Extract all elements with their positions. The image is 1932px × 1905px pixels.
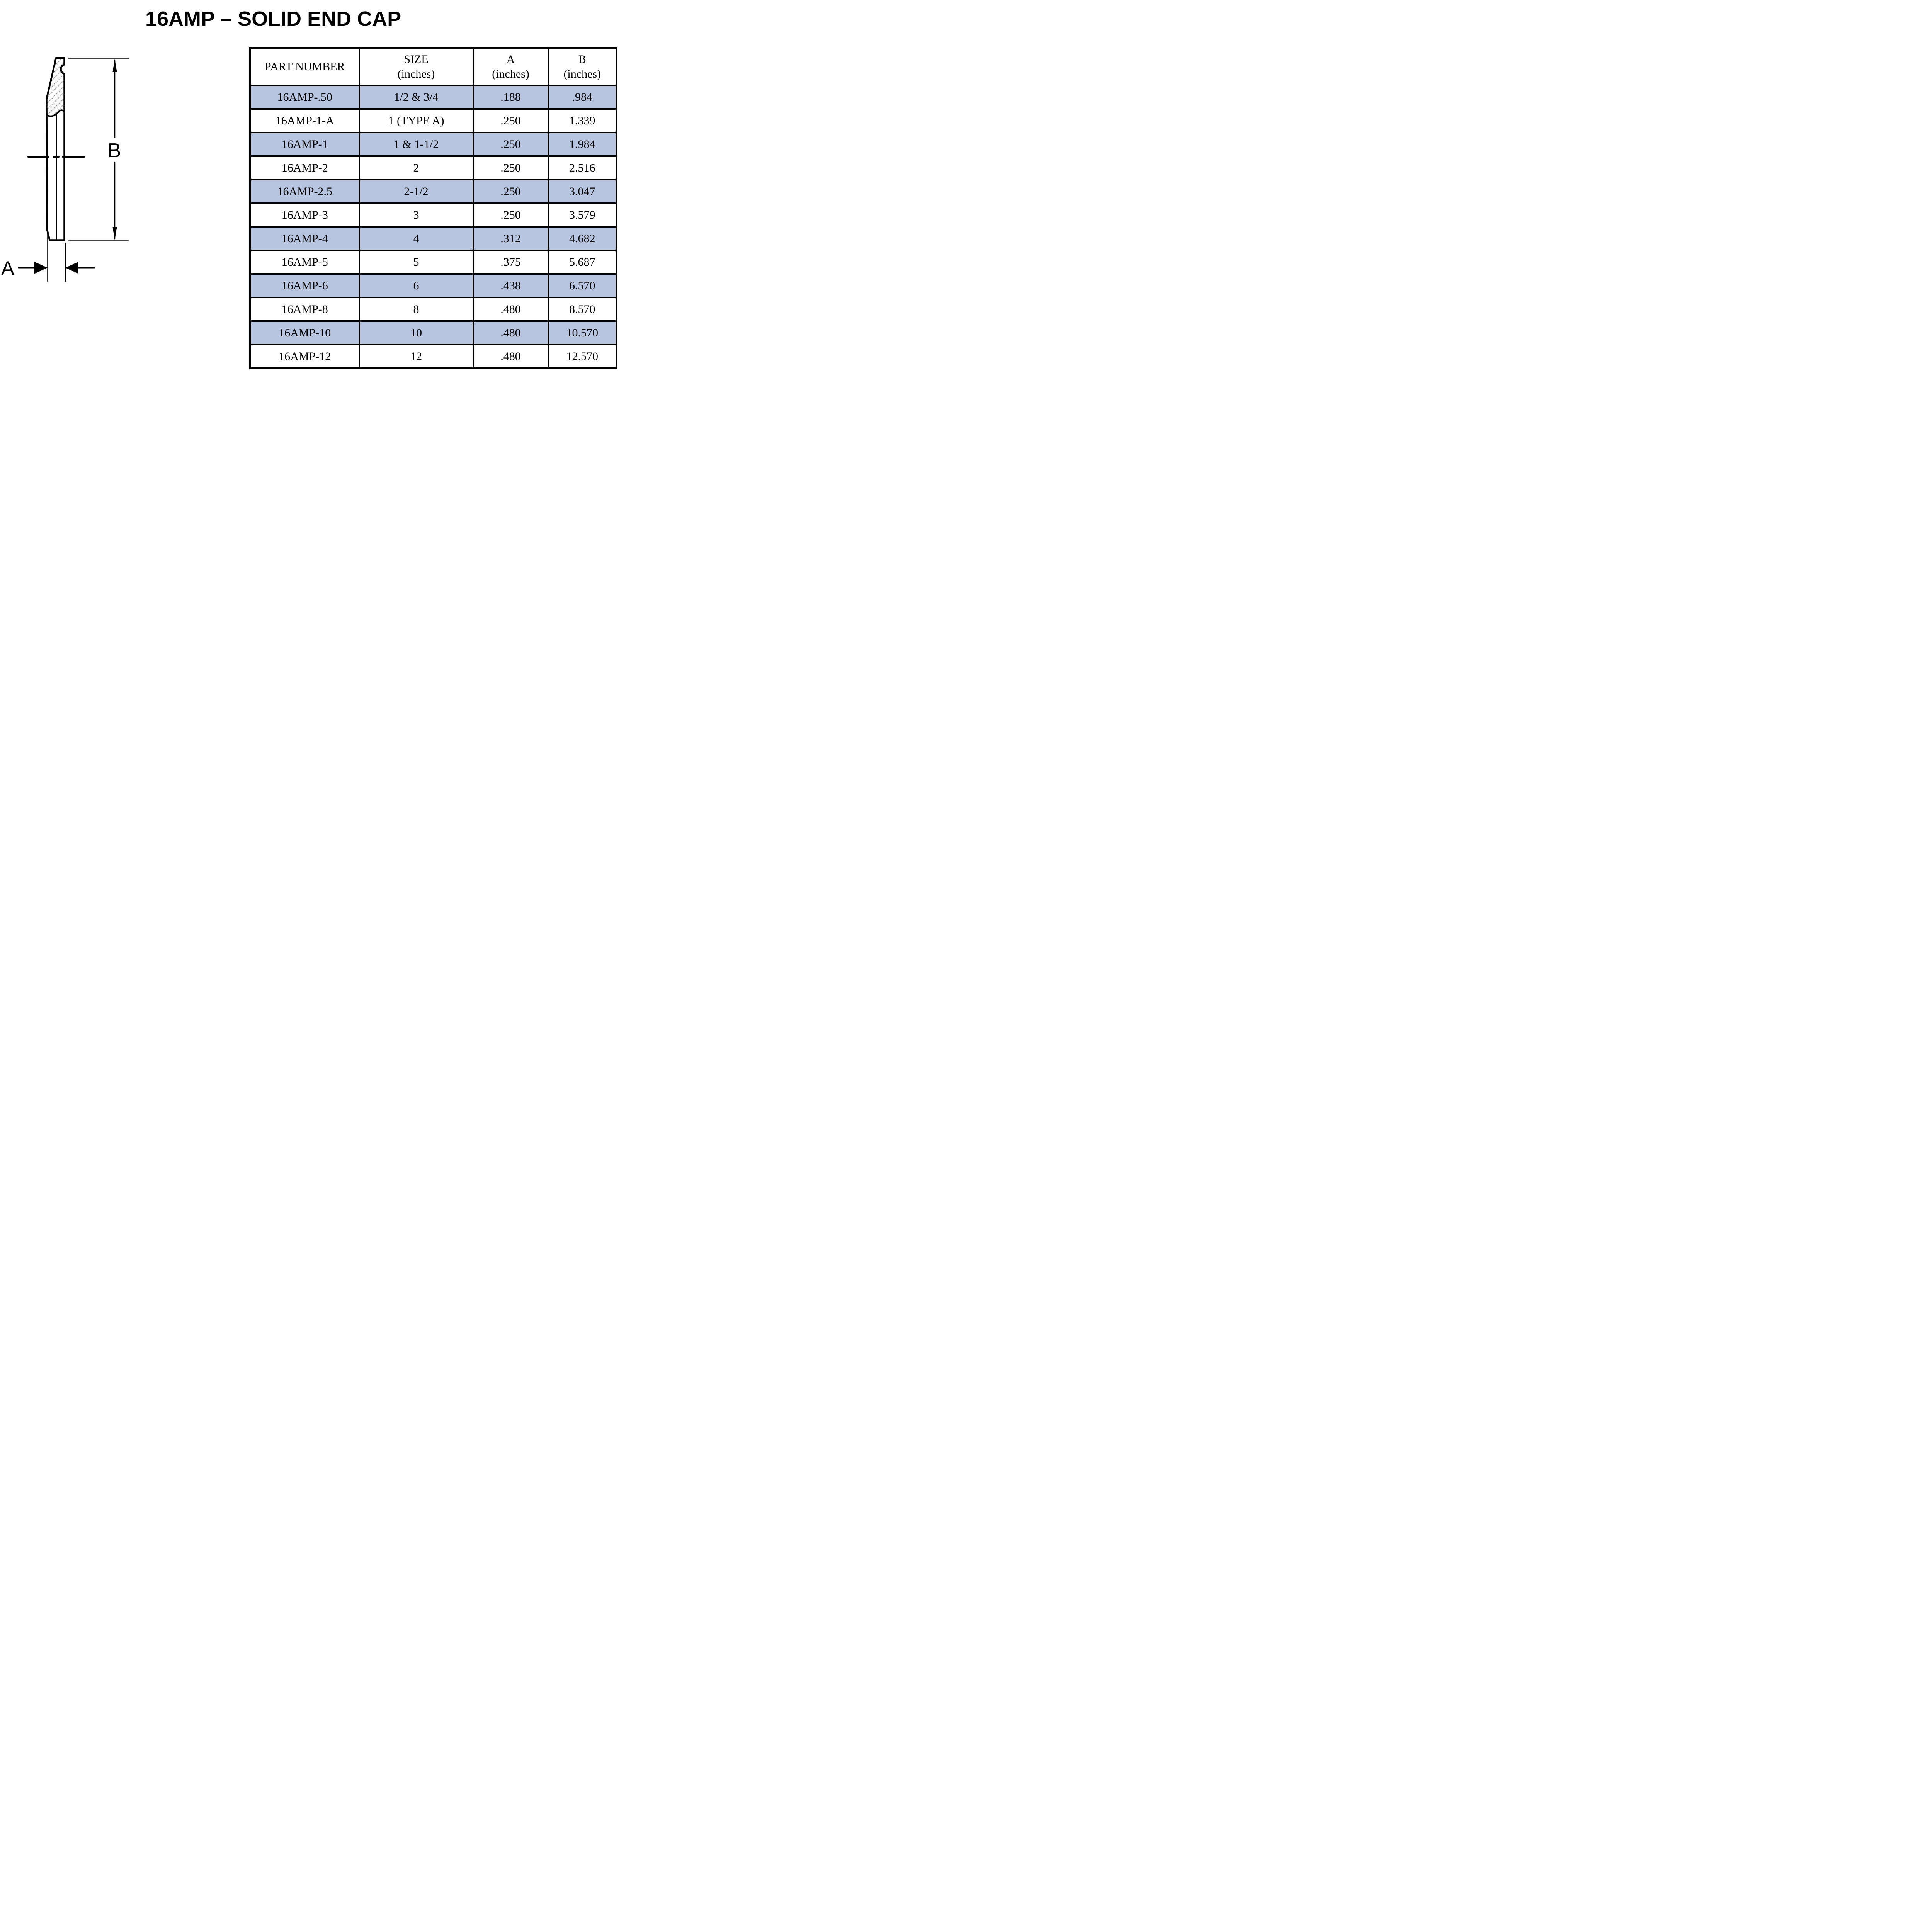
cell-size: 4 — [358, 226, 474, 251]
col-header-a: A (inches) — [472, 47, 549, 86]
col-header-part-number: PART NUMBER — [249, 47, 360, 86]
cell-size: 1/2 & 3/4 — [358, 85, 474, 110]
col-header-size: SIZE (inches) — [358, 47, 474, 86]
dim-b-arrow-down — [112, 227, 117, 240]
cell-b: 1.984 — [547, 132, 617, 157]
col-header-b: B (inches) — [547, 47, 617, 86]
dim-a-arrow-right — [34, 262, 48, 274]
cell-b: 1.339 — [547, 108, 617, 133]
cell-a: .375 — [472, 250, 549, 275]
cell-part-number: 16AMP-2 — [249, 155, 360, 180]
cell-part-number: 16AMP-.50 — [249, 85, 360, 110]
cell-part-number: 16AMP-6 — [249, 273, 360, 298]
end-cap-outline — [46, 57, 65, 241]
spec-table: PART NUMBER SIZE (inches) A (inches) B (… — [249, 47, 617, 369]
dim-b-label: B — [108, 139, 121, 162]
cell-size: 1 & 1-1/2 — [358, 132, 474, 157]
cell-size: 10 — [358, 320, 474, 345]
cell-b: 2.516 — [547, 155, 617, 180]
cell-a: .250 — [472, 132, 549, 157]
table-row: 16AMP-12 12 .480 12.570 — [249, 344, 617, 369]
cell-part-number: 16AMP-12 — [249, 344, 360, 369]
cell-b: .984 — [547, 85, 617, 110]
break-line — [46, 109, 65, 117]
cell-part-number: 16AMP-10 — [249, 320, 360, 345]
cell-a: .250 — [472, 155, 549, 180]
cell-size: 8 — [358, 297, 474, 322]
cell-size: 2 — [358, 155, 474, 180]
table-row: 16AMP-10 10 .480 10.570 — [249, 320, 617, 345]
header-row: PART NUMBER SIZE (inches) A (inches) B (… — [249, 47, 617, 86]
table-row: 16AMP-1-A 1 (TYPE A) .250 1.339 — [249, 108, 617, 133]
cell-size: 6 — [358, 273, 474, 298]
cell-b: 12.570 — [547, 344, 617, 369]
end-cap-section-diagram: B A — [1, 57, 129, 282]
datasheet-page: 16AMP – SOLID END CAP — [0, 0, 618, 381]
cell-part-number: 16AMP-1-A — [249, 108, 360, 133]
dim-a-label: A — [1, 257, 14, 279]
cell-a: .480 — [472, 297, 549, 322]
table-row: 16AMP-8 8 .480 8.570 — [249, 297, 617, 322]
cell-a: .480 — [472, 344, 549, 369]
cell-part-number: 16AMP-4 — [249, 226, 360, 251]
table-row: 16AMP-2 2 .250 2.516 — [249, 155, 617, 180]
cell-part-number: 16AMP-5 — [249, 250, 360, 275]
cell-a: .250 — [472, 179, 549, 204]
cell-a: .188 — [472, 85, 549, 110]
table-row: 16AMP-3 3 .250 3.579 — [249, 202, 617, 228]
section-hatch — [46, 58, 65, 116]
cell-part-number: 16AMP-2.5 — [249, 179, 360, 204]
cell-b: 4.682 — [547, 226, 617, 251]
cell-b: 5.687 — [547, 250, 617, 275]
cell-part-number: 16AMP-1 — [249, 132, 360, 157]
cell-b: 8.570 — [547, 297, 617, 322]
table-row: 16AMP-2.5 2-1/2 .250 3.047 — [249, 179, 617, 204]
cell-a: .480 — [472, 320, 549, 345]
cell-part-number: 16AMP-8 — [249, 297, 360, 322]
table-row: 16AMP-6 6 .438 6.570 — [249, 273, 617, 298]
table-row: 16AMP-.50 1/2 & 3/4 .188 .984 — [249, 85, 617, 110]
dim-a-arrow-left — [65, 262, 78, 274]
cell-a: .250 — [472, 202, 549, 228]
cell-size: 3 — [358, 202, 474, 228]
cell-size: 1 (TYPE A) — [358, 108, 474, 133]
cell-a: .312 — [472, 226, 549, 251]
cell-b: 10.570 — [547, 320, 617, 345]
cell-part-number: 16AMP-3 — [249, 202, 360, 228]
cell-size: 12 — [358, 344, 474, 369]
groove-notch — [60, 63, 65, 75]
table-row: 16AMP-1 1 & 1-1/2 .250 1.984 — [249, 132, 617, 157]
cell-b: 6.570 — [547, 273, 617, 298]
cell-b: 3.047 — [547, 179, 617, 204]
dim-b-arrow-up — [112, 59, 117, 72]
cell-b: 3.579 — [547, 202, 617, 228]
page-title: 16AMP – SOLID END CAP — [145, 7, 401, 31]
table-row: 16AMP-4 4 .312 4.682 — [249, 226, 617, 251]
cell-size: 5 — [358, 250, 474, 275]
cell-size: 2-1/2 — [358, 179, 474, 204]
cell-a: .250 — [472, 108, 549, 133]
cell-a: .438 — [472, 273, 549, 298]
table-row: 16AMP-5 5 .375 5.687 — [249, 250, 617, 275]
